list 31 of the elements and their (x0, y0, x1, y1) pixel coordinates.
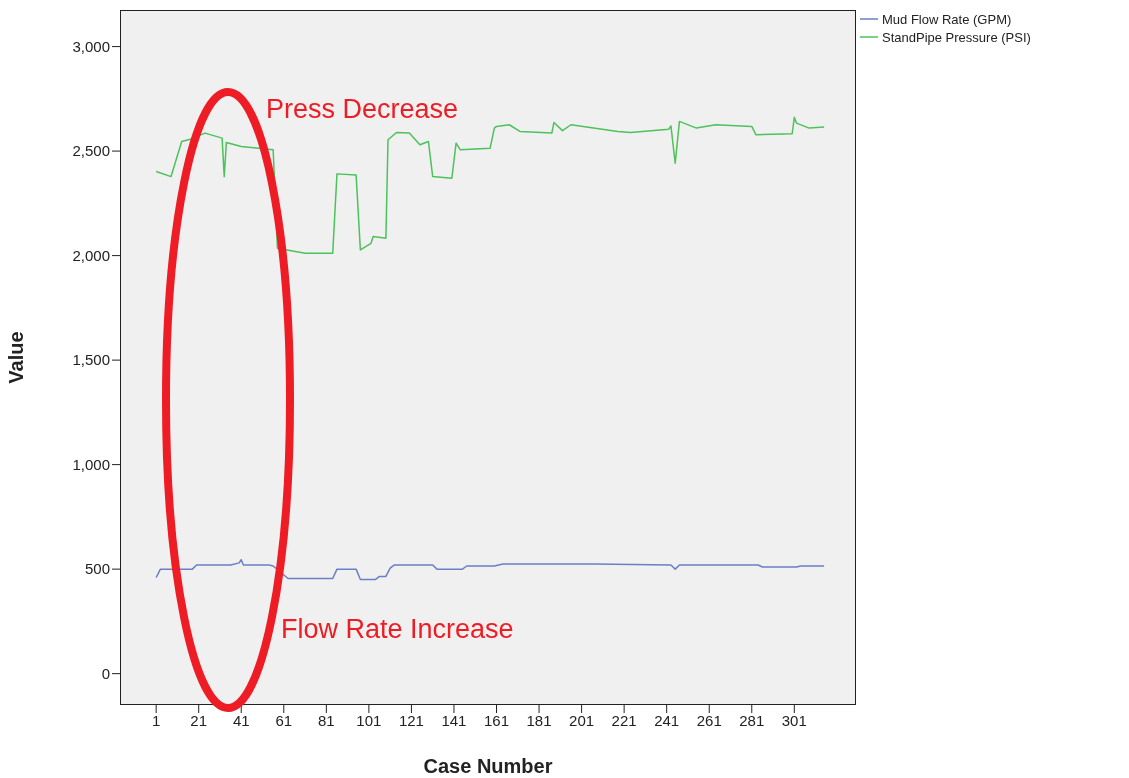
x-tick-label: 161 (483, 711, 510, 729)
x-tick-label: 241 (654, 711, 680, 729)
x-tick-label: 101 (356, 711, 382, 729)
x-tick-label: 81 (317, 711, 335, 729)
x-tick-label: 21 (190, 711, 208, 729)
y-axis-title: Value (5, 331, 28, 384)
annotation: Flow Rate Increase (281, 614, 514, 645)
line-series (155, 116, 825, 255)
x-tick-label: 281 (739, 711, 765, 729)
x-axis-title: Case Number (423, 755, 553, 777)
y-tick-label: 3,000 (72, 37, 110, 55)
x-tick-label: 61 (275, 711, 293, 729)
x-tick-label: 201 (569, 711, 595, 729)
x-tick-label: 301 (781, 711, 807, 729)
y-tick-label: 2,000 (72, 246, 110, 264)
legend-label: Mud Flow Rate (GPM) (881, 10, 1013, 28)
y-tick-label: 1,000 (72, 455, 110, 473)
line-series (155, 558, 825, 581)
x-tick-label: 121 (398, 711, 424, 729)
x-tick-label: 261 (696, 711, 722, 729)
x-tick-label: 181 (526, 711, 552, 729)
y-tick-label: 1,500 (72, 351, 110, 369)
x-tick-label: 141 (441, 711, 467, 729)
y-tick-label: 0 (101, 664, 110, 682)
y-tick-label: 2,500 (72, 142, 110, 160)
y-tick-label: 500 (84, 560, 110, 578)
x-tick-label: 41 (232, 711, 250, 729)
annotation: Press Decrease (266, 94, 459, 125)
x-tick-label: 221 (611, 711, 637, 729)
legend-label: StandPipe Pressure (PSI) (881, 28, 1031, 46)
x-tick-label: 1 (151, 711, 161, 729)
